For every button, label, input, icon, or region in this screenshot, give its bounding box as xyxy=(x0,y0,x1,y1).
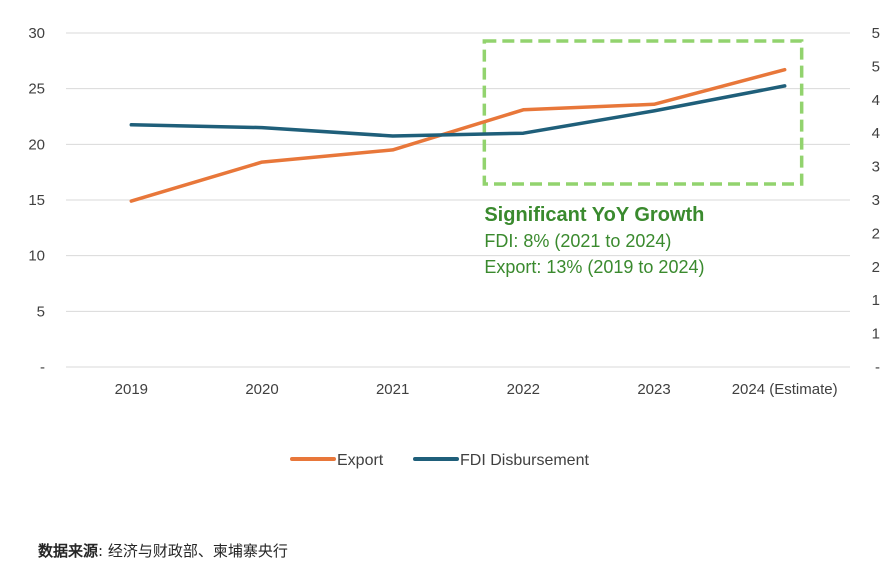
legend: Export FDI Disbursement xyxy=(290,452,589,469)
x-tick-label: 2023 xyxy=(637,381,670,398)
left-tick-label: 5 xyxy=(37,303,45,320)
right-axis: - 1 1 2 2 3 3 4 4 5 5 xyxy=(872,25,880,376)
growth-annotation: Significant YoY Growth FDI: 8% (2021 to … xyxy=(484,204,704,277)
right-tick-label: 3 xyxy=(872,159,880,176)
data-source-note: 数据来源: 经济与财政部、柬埔寨央行 xyxy=(38,540,288,561)
left-tick-label: 25 xyxy=(28,81,45,98)
annotation-title: Significant YoY Growth xyxy=(484,204,704,226)
right-tick-label: 4 xyxy=(872,125,880,142)
x-tick-label: 2024 (Estimate) xyxy=(732,381,838,398)
right-tick-label: - xyxy=(875,359,880,376)
right-tick-label: 2 xyxy=(872,259,880,276)
right-tick-label: 1 xyxy=(872,292,880,309)
left-tick-label: 10 xyxy=(28,248,45,265)
right-tick-label: 2 xyxy=(872,225,880,242)
export-line xyxy=(129,67,787,203)
annotation-fdi-growth: FDI: 8% (2021 to 2024) xyxy=(484,231,671,251)
right-tick-label: 5 xyxy=(872,25,880,42)
fdi-disbursement-line xyxy=(129,84,787,138)
highlight-box xyxy=(482,39,804,186)
right-tick-label: 5 xyxy=(872,58,880,75)
left-tick-label: 20 xyxy=(28,136,45,153)
right-tick-label: 4 xyxy=(872,92,880,109)
x-tick-label: 2022 xyxy=(507,381,540,398)
grid-lines xyxy=(66,32,850,368)
x-tick-label: 2021 xyxy=(376,381,409,398)
right-tick-label: 1 xyxy=(872,326,880,343)
annotation-export-growth: Export: 13% (2019 to 2024) xyxy=(484,257,704,277)
left-tick-label: 15 xyxy=(28,192,45,209)
x-tick-label: 2019 xyxy=(115,381,148,398)
left-axis: - 5 10 15 20 25 30 xyxy=(28,25,45,376)
data-source-text: : 经济与财政部、柬埔寨央行 xyxy=(98,542,288,560)
x-tick-label: 2020 xyxy=(245,381,278,398)
left-tick-label: 30 xyxy=(28,25,45,42)
left-tick-label: - xyxy=(40,359,45,376)
x-axis: 2019 2020 2021 2022 2023 2024 (Estimate) xyxy=(115,381,838,398)
right-tick-label: 3 xyxy=(872,192,880,209)
legend-label-fdi-disbursement: FDI Disbursement xyxy=(460,452,589,469)
data-source-label: 数据来源 xyxy=(38,542,99,560)
series-lines xyxy=(129,67,787,203)
legend-label-export: Export xyxy=(337,452,384,469)
line-chart: - 5 10 15 20 25 30 - 1 1 2 2 3 3 4 4 5 5 2019 2020 2021 202… xyxy=(28,25,880,469)
